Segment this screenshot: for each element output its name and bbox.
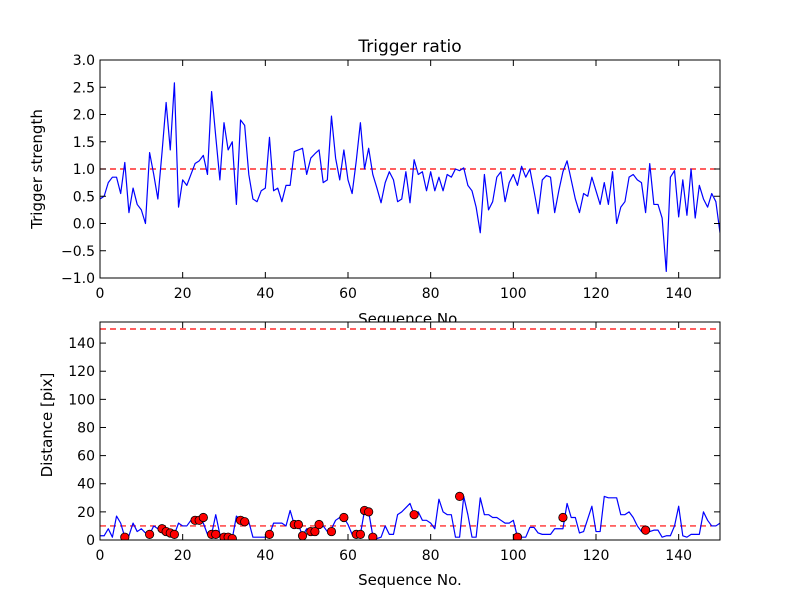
top-x-tick-label: 40 bbox=[256, 286, 274, 302]
bottom-x-tick-label: 40 bbox=[256, 548, 274, 564]
bottom-y-tick-label: 80 bbox=[77, 420, 95, 436]
bottom-marker-point bbox=[211, 529, 221, 539]
bottom-marker-point bbox=[145, 529, 155, 539]
top-y-tick-label: −1.0 bbox=[61, 271, 95, 287]
bottom-x-tick-label: 120 bbox=[583, 548, 610, 564]
bottom-marker-point bbox=[368, 532, 378, 540]
bottom-axes-frame bbox=[99, 321, 721, 541]
bottom-y-tick-label: 20 bbox=[77, 505, 95, 521]
top-plot-content bbox=[100, 82, 720, 273]
bottom-marker-point bbox=[227, 533, 237, 540]
top-x-tick-label: 80 bbox=[422, 286, 440, 302]
bottom-marker-point bbox=[558, 512, 568, 523]
top-y-axis-label: Trigger strength bbox=[28, 109, 46, 230]
bottom-marker-point bbox=[310, 526, 320, 537]
bottom-y-tick-label: 120 bbox=[68, 364, 95, 380]
top-series-line-0 bbox=[100, 82, 720, 273]
bottom-marker-point bbox=[293, 519, 303, 530]
top-x-tick-label: 140 bbox=[665, 286, 692, 302]
bottom-y-tick-label: 60 bbox=[77, 449, 95, 465]
bottom-y-tick-label: 40 bbox=[77, 477, 95, 493]
top-y-tick-label: 0.5 bbox=[73, 189, 95, 205]
bottom-y-axis-label: Distance [pix] bbox=[38, 373, 56, 478]
top-axis-ticks: 0 20 40 60 80 100 120 140 −1.0 −0.5 0.0 0.5 1.0 1.5 2.… bbox=[61, 53, 720, 302]
top-y-tick-label: 2.0 bbox=[73, 108, 95, 124]
top-x-tick-label: 100 bbox=[500, 286, 527, 302]
bottom-x-tick-label: 60 bbox=[339, 548, 357, 564]
bottom-marker-point bbox=[240, 517, 250, 527]
bottom-marker-point bbox=[198, 512, 208, 523]
bottom-x-tick-label: 100 bbox=[500, 548, 527, 564]
bottom-marker-point bbox=[409, 510, 419, 520]
top-y-tick-label: 0.0 bbox=[73, 217, 95, 233]
bottom-y-tick-label: 100 bbox=[68, 392, 95, 408]
bottom-marker-point bbox=[326, 526, 337, 537]
bottom-axes-background bbox=[100, 322, 720, 540]
top-x-tick-label: 120 bbox=[583, 286, 610, 302]
top-x-tick-label: 60 bbox=[339, 286, 357, 302]
top-y-tick-label: 1.0 bbox=[73, 162, 95, 178]
top-y-tick-label: 3.0 bbox=[73, 53, 95, 69]
bottom-marker-point bbox=[120, 532, 130, 540]
bottom-marker-point bbox=[169, 529, 179, 539]
top-y-tick-label: 2.5 bbox=[73, 80, 95, 96]
bottom-marker-point bbox=[454, 491, 465, 501]
bottom-series-line-0 bbox=[100, 495, 720, 540]
bottom-x-tick-label: 0 bbox=[96, 548, 105, 564]
top-x-tick-label: 0 bbox=[96, 286, 105, 302]
bottom-marker-point bbox=[297, 531, 308, 540]
bottom-y-tick-label: 0 bbox=[86, 533, 95, 549]
bottom-marker-point bbox=[264, 529, 275, 539]
top-y-tick-label: −0.5 bbox=[61, 244, 95, 260]
bottom-marker-point bbox=[364, 507, 374, 517]
top-y-tick-label: 1.5 bbox=[73, 135, 95, 151]
bottom-marker-point bbox=[314, 519, 324, 530]
bottom-marker-point bbox=[355, 529, 365, 539]
bottom-plot-content bbox=[100, 328, 720, 540]
distance-plot: 0 20 40 60 80 100 120 140 0 20 40 60 80 100 120 140 Seq… bbox=[38, 321, 721, 589]
bottom-x-tick-label: 140 bbox=[665, 548, 692, 564]
bottom-x-tick-label: 80 bbox=[422, 548, 440, 564]
bottom-y-tick-label: 140 bbox=[68, 336, 95, 352]
bottom-x-axis-label: Sequence No. bbox=[358, 571, 462, 589]
bottom-x-tick-label: 20 bbox=[174, 548, 192, 564]
bottom-marker-point bbox=[640, 525, 651, 535]
bottom-marker-point bbox=[339, 512, 349, 523]
top-x-tick-label: 20 bbox=[174, 286, 192, 302]
bottom-axis-ticks: 0 20 40 60 80 100 120 140 0 20 40 60 80 100 120 140 bbox=[68, 322, 720, 564]
top-chart-title: Trigger ratio bbox=[357, 37, 461, 57]
